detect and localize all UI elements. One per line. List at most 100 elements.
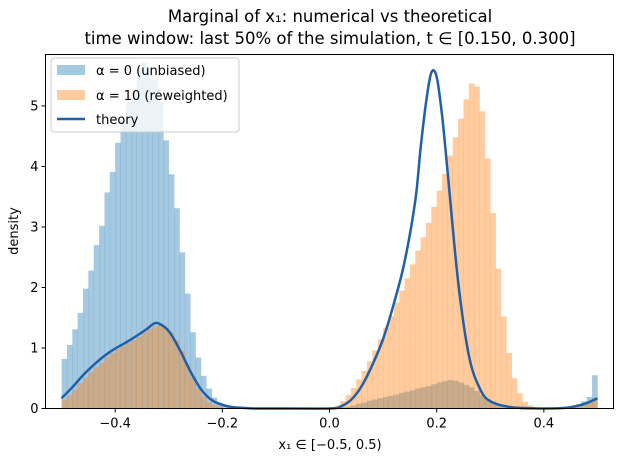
hist-bar: [399, 392, 405, 409]
hist-bar: [72, 389, 78, 409]
legend-frame: [50, 57, 240, 133]
legend-label-theory: theory: [96, 113, 139, 128]
hist-bar: [409, 390, 416, 409]
hist-bar: [500, 406, 507, 409]
theory-line: [60, 68, 598, 410]
hist-bar: [479, 395, 486, 409]
hist-bar: [447, 155, 454, 409]
y-tick-label: 4: [30, 160, 38, 175]
hist-bar: [484, 158, 491, 409]
hist-bar: [367, 361, 373, 409]
hist-bar: [442, 381, 448, 409]
y-tick-label: 3: [30, 220, 38, 235]
hist-bar: [211, 404, 218, 409]
hist-bar: [141, 62, 148, 409]
x-axis-label: x₁ ∈ [−0.5, 0.5): [278, 438, 381, 453]
hist-bar: [356, 379, 362, 409]
hist-bar: [415, 388, 421, 409]
hist-bar: [174, 340, 180, 409]
hist-bar: [163, 140, 170, 409]
hist-bar: [356, 403, 362, 409]
hist-bar: [158, 101, 164, 409]
hist-bar: [522, 401, 529, 409]
hist-bar: [216, 406, 223, 409]
hist-bar: [388, 395, 395, 409]
hist-bar: [195, 388, 202, 409]
axis-ticks: −0.4 −0.2 0.0 0.2 0.4 0 1 2 3 4 5: [30, 99, 554, 431]
hist-bar: [592, 375, 598, 409]
legend-swatch-unbiased: [57, 65, 85, 75]
hist-bar: [468, 387, 475, 409]
hist-bar: [452, 137, 459, 409]
hist-bar: [377, 398, 384, 409]
hist-bar: [147, 70, 153, 409]
hist-bar: [452, 380, 459, 409]
hist-bar: [367, 400, 373, 409]
hist-bar: [436, 190, 443, 409]
hist-bar: [372, 399, 379, 409]
hist-bar: [104, 192, 111, 409]
hist-bar: [420, 387, 427, 409]
hist-bar: [136, 336, 143, 409]
hist-bar: [361, 370, 368, 409]
hist-bar: [168, 174, 175, 409]
hist-series-1: [61, 83, 598, 409]
legend-label-reweighted: α = 10 (reweighted): [96, 89, 228, 104]
hist-bar: [383, 328, 389, 409]
hist-bar: [495, 404, 502, 409]
hist-bar: [415, 250, 421, 409]
x-tick-label: −0.2: [207, 417, 239, 432]
hist-bar: [125, 343, 132, 409]
hist-bar: [179, 351, 186, 409]
hist-bar: [61, 358, 68, 409]
hist-bar: [586, 401, 593, 409]
theory-line-layer: [60, 68, 598, 410]
hist-bar: [495, 268, 502, 409]
hist-bar: [158, 324, 164, 409]
hist-bar: [72, 329, 78, 409]
hist-bar: [592, 398, 598, 409]
hist-bar: [141, 332, 148, 409]
hist-bar: [125, 102, 132, 409]
hist-bar: [340, 407, 346, 409]
hist-bar: [425, 386, 432, 409]
hist-bar: [345, 406, 352, 409]
hist-bar: [131, 340, 137, 409]
hist-bar: [131, 88, 137, 409]
hist-bar: [88, 270, 95, 409]
hist-bar: [190, 332, 196, 409]
hist-bar: [447, 380, 454, 409]
hist-bar: [216, 402, 223, 409]
hist-bar: [458, 382, 464, 409]
hist-bar: [115, 349, 121, 409]
hist-bar: [88, 372, 95, 409]
hist-bar: [109, 171, 116, 409]
hist-bar: [393, 302, 400, 409]
hist-bar: [66, 395, 73, 409]
hist-bar: [511, 378, 518, 409]
hist-bar: [77, 312, 84, 409]
hist-bar: [431, 384, 437, 409]
hist-bar: [184, 293, 191, 409]
hist-bar: [361, 402, 368, 409]
hist-bar: [350, 405, 357, 409]
y-tick-label: 0: [30, 402, 38, 417]
hist-bar: [168, 332, 175, 409]
hist-bar: [120, 346, 127, 409]
hist-bar: [463, 384, 470, 409]
hist-bar: [490, 213, 496, 409]
hist-bar: [377, 339, 384, 409]
hist-bar: [383, 397, 389, 409]
hist-bar: [83, 377, 89, 409]
hist-bar: [99, 225, 105, 409]
hist-bar: [393, 394, 400, 409]
hist-bar: [404, 391, 411, 409]
x-tick-label: 0.2: [426, 417, 447, 432]
x-tick-label: −0.4: [99, 417, 131, 432]
hist-bar: [388, 315, 395, 409]
legend-label-unbiased: α = 0 (unbiased): [96, 64, 206, 79]
hist-bar: [517, 393, 523, 409]
hist-bar: [152, 326, 159, 409]
hist-bar: [147, 328, 153, 409]
hist-bar: [99, 362, 105, 409]
